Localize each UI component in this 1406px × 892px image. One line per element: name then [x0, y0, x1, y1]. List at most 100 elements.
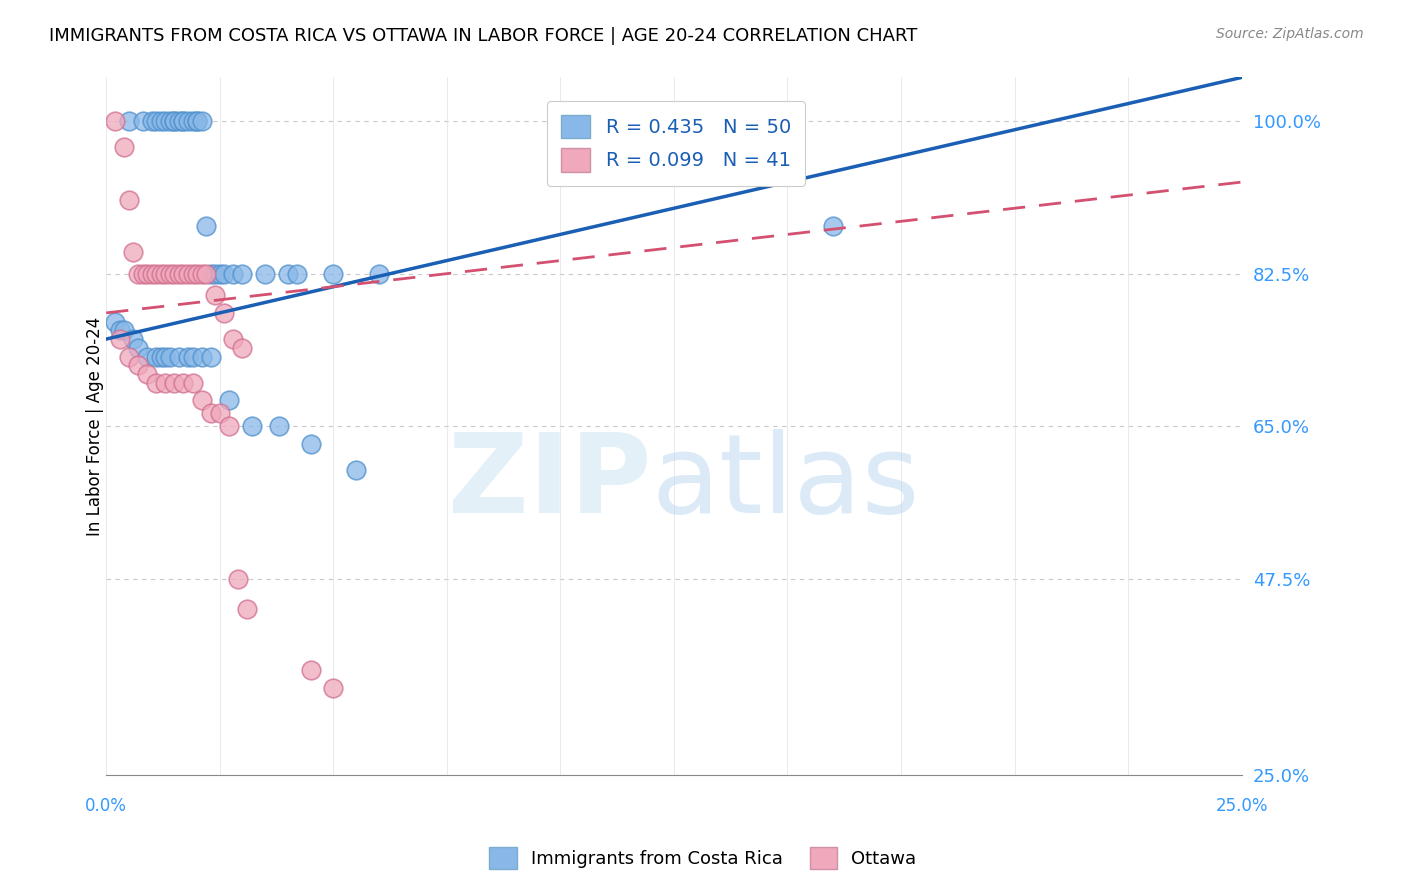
Point — [190, 267, 212, 281]
Point — [204, 267, 226, 281]
Point — [112, 323, 135, 337]
Point — [118, 350, 141, 364]
Point — [195, 219, 218, 233]
Point — [277, 267, 299, 281]
Point — [141, 114, 163, 128]
Point — [344, 463, 367, 477]
Point — [167, 350, 190, 364]
Point — [177, 350, 200, 364]
Point — [172, 114, 194, 128]
Point — [163, 376, 186, 390]
Point — [149, 267, 172, 281]
Point — [214, 267, 236, 281]
Point — [190, 393, 212, 408]
Point — [231, 267, 253, 281]
Point — [285, 267, 308, 281]
Point — [108, 332, 131, 346]
Point — [218, 419, 240, 434]
Point — [267, 419, 290, 434]
Point — [200, 350, 222, 364]
Point — [177, 267, 200, 281]
Point — [821, 219, 844, 233]
Point — [155, 267, 177, 281]
Point — [190, 350, 212, 364]
Point — [131, 114, 153, 128]
Point — [122, 332, 145, 346]
Point — [186, 114, 208, 128]
Point — [145, 267, 167, 281]
Point — [127, 267, 149, 281]
Point — [186, 267, 208, 281]
Point — [159, 350, 181, 364]
Point — [136, 350, 159, 364]
Point — [159, 267, 181, 281]
Point — [204, 288, 226, 302]
Legend: R = 0.435   N = 50, R = 0.099   N = 41: R = 0.435 N = 50, R = 0.099 N = 41 — [547, 101, 804, 186]
Point — [136, 267, 159, 281]
Text: ZIP: ZIP — [449, 428, 651, 535]
Point — [222, 267, 245, 281]
Point — [118, 193, 141, 207]
Point — [108, 323, 131, 337]
Point — [367, 267, 389, 281]
Point — [208, 267, 231, 281]
Point — [122, 244, 145, 259]
Legend: Immigrants from Costa Rica, Ottawa: Immigrants from Costa Rica, Ottawa — [481, 838, 925, 879]
Y-axis label: In Labor Force | Age 20-24: In Labor Force | Age 20-24 — [86, 317, 104, 536]
Point — [172, 114, 194, 128]
Point — [222, 332, 245, 346]
Point — [200, 267, 222, 281]
Point — [104, 114, 127, 128]
Text: IMMIGRANTS FROM COSTA RICA VS OTTAWA IN LABOR FORCE | AGE 20-24 CORRELATION CHAR: IMMIGRANTS FROM COSTA RICA VS OTTAWA IN … — [49, 27, 918, 45]
Point — [195, 267, 218, 281]
Point — [181, 350, 204, 364]
Text: atlas: atlas — [651, 428, 920, 535]
Point — [172, 267, 194, 281]
Point — [181, 267, 204, 281]
Point — [136, 367, 159, 381]
Point — [254, 267, 277, 281]
Point — [322, 267, 344, 281]
Point — [163, 114, 186, 128]
Point — [155, 376, 177, 390]
Point — [226, 572, 249, 586]
Point — [112, 140, 135, 154]
Text: 25.0%: 25.0% — [1215, 797, 1268, 815]
Point — [167, 267, 190, 281]
Point — [200, 406, 222, 420]
Point — [141, 267, 163, 281]
Point — [163, 114, 186, 128]
Point — [299, 436, 322, 450]
Point — [231, 341, 253, 355]
Point — [163, 267, 186, 281]
Text: Source: ZipAtlas.com: Source: ZipAtlas.com — [1216, 27, 1364, 41]
Point — [208, 406, 231, 420]
Point — [104, 315, 127, 329]
Point — [149, 350, 172, 364]
Point — [118, 114, 141, 128]
Point — [240, 419, 263, 434]
Point — [236, 602, 259, 616]
Point — [181, 114, 204, 128]
Point — [214, 306, 236, 320]
Point — [218, 393, 240, 408]
Point — [155, 114, 177, 128]
Point — [127, 358, 149, 372]
Point — [322, 681, 344, 695]
Point — [172, 376, 194, 390]
Point — [167, 114, 190, 128]
Point — [131, 267, 153, 281]
Point — [155, 350, 177, 364]
Point — [127, 341, 149, 355]
Text: 0.0%: 0.0% — [86, 797, 127, 815]
Point — [145, 114, 167, 128]
Point — [159, 114, 181, 128]
Point — [149, 114, 172, 128]
Point — [145, 350, 167, 364]
Point — [190, 114, 212, 128]
Point — [299, 664, 322, 678]
Point — [145, 376, 167, 390]
Point — [177, 114, 200, 128]
Point — [186, 114, 208, 128]
Point — [181, 376, 204, 390]
